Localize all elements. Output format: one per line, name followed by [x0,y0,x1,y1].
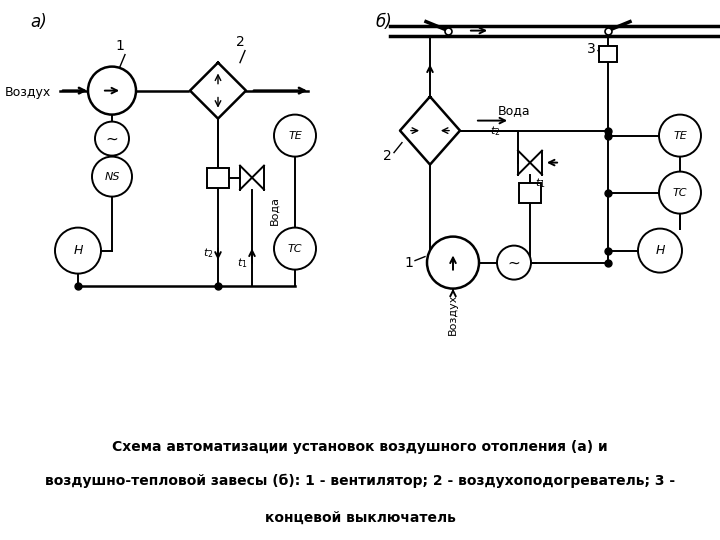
Text: Воздух: Воздух [5,86,51,99]
Text: TC: TC [672,187,688,198]
Circle shape [55,227,101,274]
Bar [519,183,541,202]
Circle shape [659,114,701,157]
Text: Вода: Вода [498,104,531,117]
Text: Н: Н [655,244,665,257]
Text: б): б) [375,12,392,31]
Text: TE: TE [673,131,687,140]
Circle shape [427,237,479,288]
Text: TC: TC [288,244,302,254]
Text: 1: 1 [116,38,125,52]
Text: 2: 2 [235,35,244,49]
Text: 2: 2 [383,148,392,163]
Text: Вода: Вода [270,196,280,225]
Text: воздушно-тепловой завесы (б): 1 - вентилятор; 2 - воздухоподогреватель; 3 -: воздушно-тепловой завесы (б): 1 - вентил… [45,473,675,488]
Text: Воздух: Воздух [448,294,458,335]
Bar [599,45,617,62]
Text: NS: NS [104,172,120,181]
Circle shape [88,66,136,114]
Text: ~: ~ [508,255,521,270]
Text: $t_2$: $t_2$ [204,246,214,260]
Circle shape [497,246,531,280]
Bar [207,167,229,187]
Text: концевой выключатель: концевой выключатель [264,511,456,525]
Circle shape [659,172,701,214]
Circle shape [95,122,129,156]
Circle shape [92,157,132,197]
Text: $t_2$: $t_2$ [490,124,500,138]
Text: 1: 1 [404,255,413,269]
Circle shape [274,114,316,157]
Circle shape [274,227,316,269]
Text: $t_1$: $t_1$ [238,256,248,269]
Text: 3: 3 [588,42,596,56]
Circle shape [638,228,682,273]
Text: Н: Н [73,244,83,257]
Text: $t_1$: $t_1$ [535,176,546,190]
Text: Схема автоматизации установок воздушного отопления (а) и: Схема автоматизации установок воздушного… [112,440,608,454]
Text: TE: TE [288,131,302,140]
Text: а): а) [30,12,47,31]
Text: ~: ~ [106,131,118,146]
